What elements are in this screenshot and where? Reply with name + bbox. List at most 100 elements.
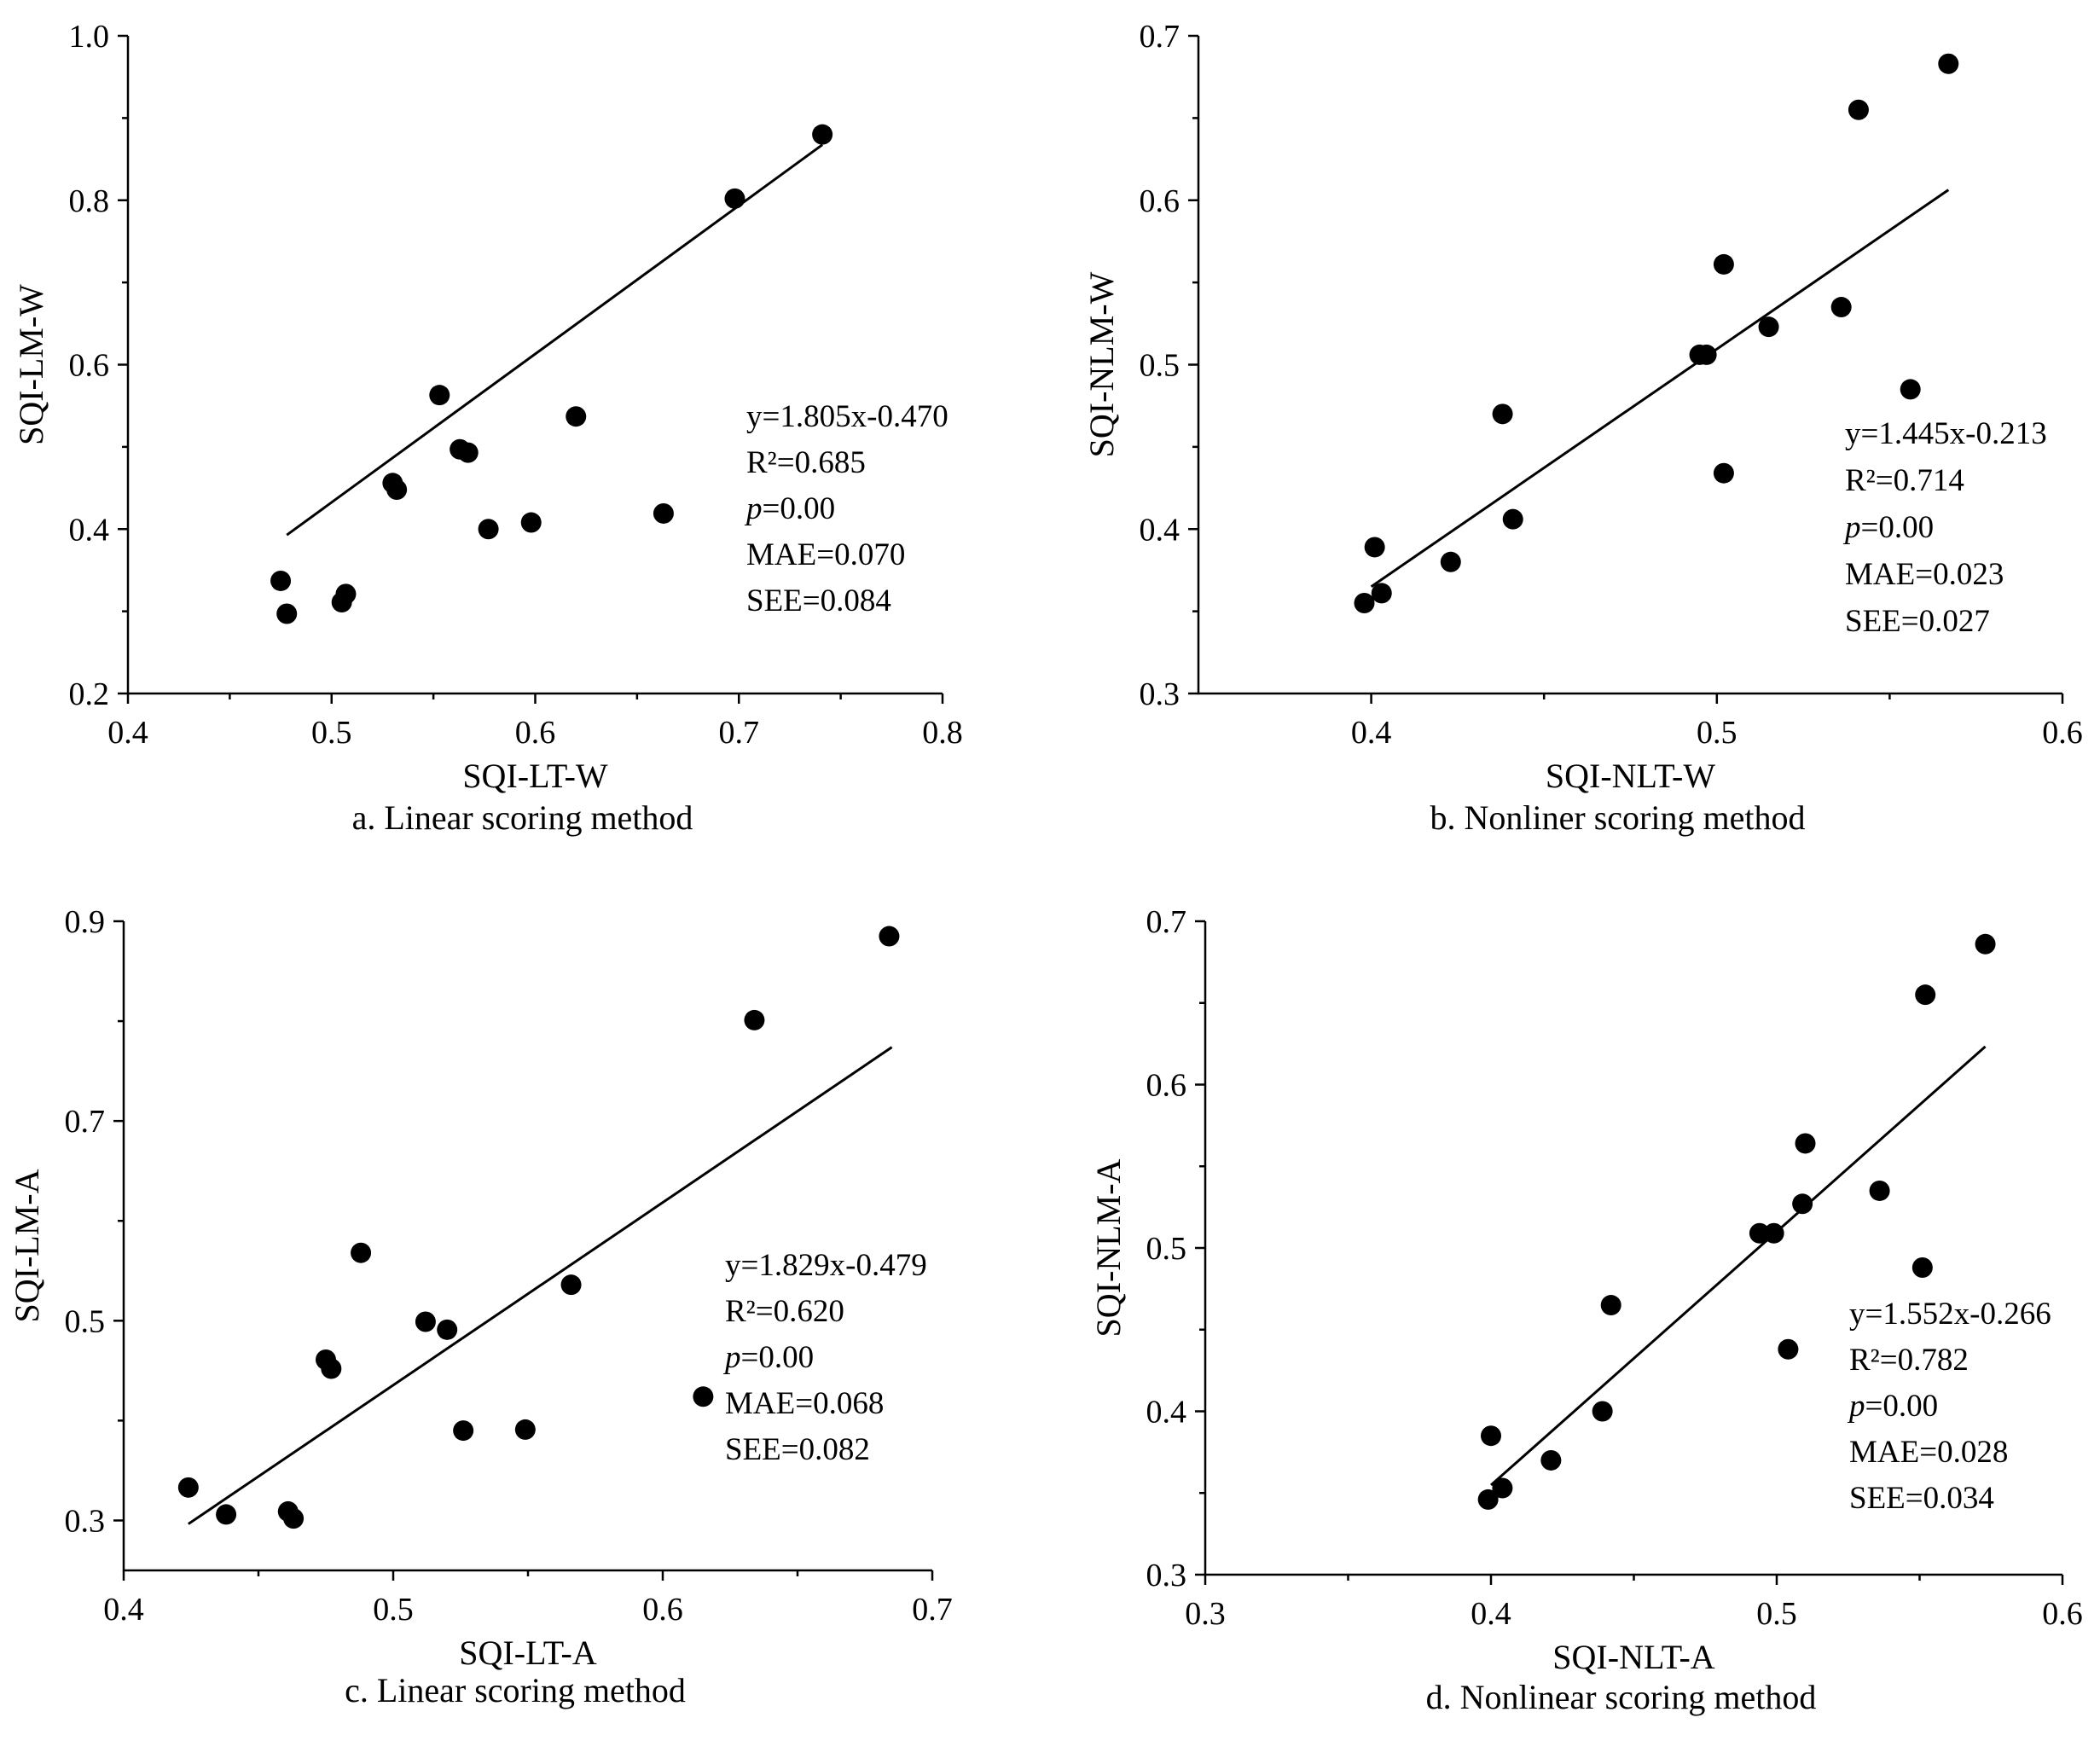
axes [122,921,932,1572]
stat-r2: R²=0.782 [1849,1343,1969,1378]
y-axis-label: SQI-NLM-A [1089,1158,1128,1337]
data-point [1600,1295,1621,1316]
stat-p-value: p=0.00 [722,1340,814,1375]
stat-see: SEE=0.027 [1845,604,1990,639]
stat-see: SEE=0.034 [1849,1481,1994,1516]
y-tick-label: 0.3 [65,1503,106,1539]
x-tick-label: 0.5 [373,1592,414,1628]
data-point [276,603,298,624]
data-point [1848,99,1869,120]
regression-line [1370,189,1950,588]
stat-equation: y=1.829x-0.479 [725,1248,927,1283]
y-tick-label: 0.5 [1146,1231,1187,1267]
x-axis-label: SQI-LT-W [462,757,608,795]
y-tick-label: 0.4 [1140,512,1181,548]
data-point [1440,551,1461,572]
x-tick-label: 0.6 [515,715,556,751]
y-tick-label: 0.3 [1140,676,1181,712]
y-tick-label: 1.0 [69,19,110,55]
y-tick-label: 0.3 [1146,1558,1187,1593]
stat-p-symbol: p [1842,510,1861,545]
panel-d: 0.3 0.4 0.5 0.6 0.3 0.4 0.5 0.6 0.7 SQI-NLT-A SQI-… [1089,904,2083,1716]
y-axis-label: SQI-LM-A [8,1169,46,1322]
stat-p-symbol: p [1847,1389,1865,1424]
data-point [1364,537,1385,558]
data-point [1915,984,1936,1006]
stat-p-rest: =0.00 [1861,510,1935,545]
stat-mae: MAE=0.028 [1849,1435,2008,1470]
stat-p-rest: =0.00 [1865,1389,1939,1424]
y-tick-label: 0.8 [69,183,110,219]
data-point [351,1242,372,1263]
data-point [1900,379,1921,400]
data-point [693,1386,714,1407]
stat-equation: y=1.805x-0.470 [746,399,948,434]
data-point [879,926,900,947]
x-axis-label: SQI-NLT-A [1552,1638,1715,1676]
panel-caption: b. Nonliner scoring method [1430,798,1806,837]
x-tick-label: 0.8 [922,715,963,751]
data-point [653,502,674,524]
x-tick-label: 0.5 [1756,1596,1797,1632]
data-point [453,1420,474,1442]
stat-p-rest: =0.00 [741,1340,815,1375]
data-point [1938,53,1959,74]
x-tick-label: 0.5 [311,715,352,751]
panel-caption: a. Linear scoring method [352,798,693,837]
x-tick-label: 0.5 [1697,715,1737,751]
data-point [1492,403,1513,425]
y-tick-label: 0.7 [65,1104,106,1140]
x-axis-label: SQI-NLT-W [1546,757,1716,795]
data-point [457,442,479,463]
data-point [1830,297,1852,318]
stat-see: SEE=0.082 [725,1432,870,1467]
data-point [1911,1256,1933,1278]
data-point [744,1009,765,1030]
axes [1197,36,2062,695]
x-tick-label: 0.7 [719,715,760,751]
y-tick-label: 0.9 [65,904,106,940]
data-point [386,479,408,500]
x-tick-label: 0.4 [103,1592,144,1628]
y-tick-label: 0.7 [1146,904,1187,940]
data-point [1869,1180,1890,1201]
y-axis-label: SQI-NLM-W [1082,271,1121,457]
data-point [1778,1338,1799,1360]
y-tick-label: 0.6 [69,348,110,384]
data-point [1354,592,1375,613]
data-point [270,570,292,591]
data-point [437,1319,458,1340]
y-tick-label: 0.7 [1140,19,1181,55]
stat-equation: y=1.552x-0.266 [1849,1297,2051,1332]
stat-r2: R²=0.714 [1845,463,1964,498]
stat-equation: y=1.445x-0.213 [1845,416,2047,451]
y-tick-label: 0.5 [65,1303,106,1339]
stat-r2: R²=0.685 [746,445,866,480]
stat-mae: MAE=0.023 [1845,557,2004,592]
data-point [1481,1425,1501,1447]
data-point [1592,1401,1613,1422]
x-tick-label: 0.4 [1471,1596,1511,1632]
data-point [1749,1222,1770,1244]
x-tick-label: 0.6 [2042,715,2083,751]
x-tick-label: 0.4 [107,715,148,751]
data-point [1758,316,1779,338]
data-point [514,1419,536,1440]
data-point [478,519,499,540]
data-point [1502,508,1523,530]
x-tick-label: 0.7 [912,1592,953,1628]
data-point [415,1311,436,1332]
y-tick-label: 0.2 [69,676,110,712]
stat-p-value: p=0.00 [744,491,835,526]
regression-line [1490,1045,1987,1487]
y-tick-label: 0.6 [1146,1068,1187,1104]
data-point [429,385,450,406]
data-point [177,1477,199,1498]
data-point [216,1504,237,1525]
data-point [335,583,357,605]
regression-line [286,143,824,537]
data-point [1540,1449,1562,1471]
data-point [1492,1477,1513,1499]
panel-b: 0.4 0.5 0.6 0.3 0.4 0.5 0.6 0.7 SQI-NLT-W SQI-NLM… [1082,19,2083,837]
stat-r2: R²=0.620 [725,1294,844,1329]
